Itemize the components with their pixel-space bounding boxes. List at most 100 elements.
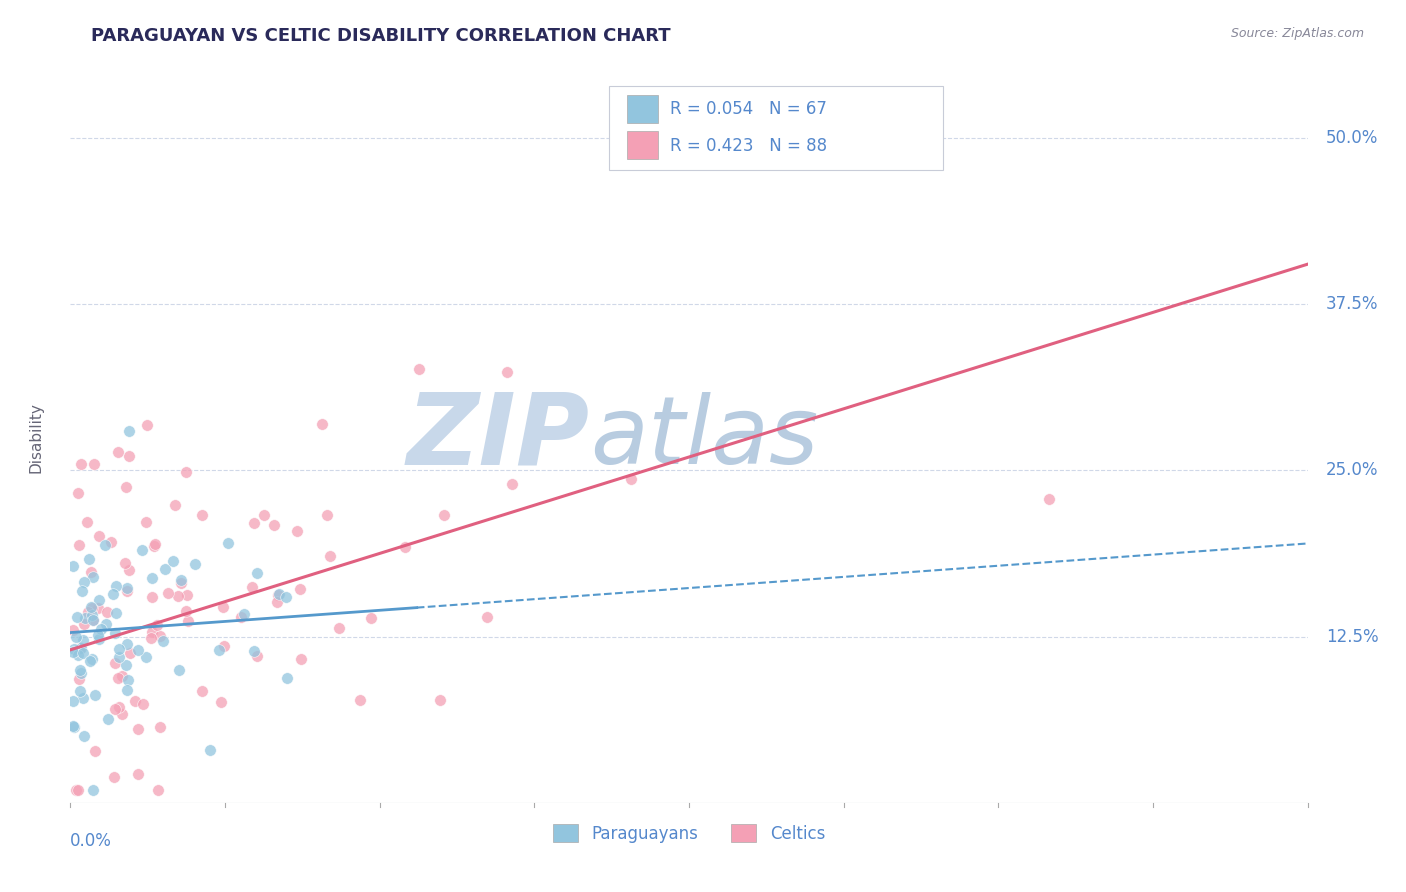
Point xyxy=(73,574,96,589)
Text: 37.5%: 37.5% xyxy=(1326,295,1379,313)
Point xyxy=(191,684,214,698)
Point xyxy=(267,587,290,601)
Point xyxy=(141,631,163,645)
Point xyxy=(141,624,163,639)
Point xyxy=(77,605,100,619)
Text: R = 0.423   N = 88: R = 0.423 N = 88 xyxy=(671,137,828,155)
Point xyxy=(208,643,231,657)
Point xyxy=(127,722,149,736)
FancyBboxPatch shape xyxy=(627,95,658,122)
Point xyxy=(170,575,193,590)
Point xyxy=(107,671,129,685)
Point xyxy=(62,719,84,733)
Point xyxy=(97,712,120,726)
Point xyxy=(136,418,159,433)
Point xyxy=(115,479,138,493)
Point xyxy=(105,579,128,593)
Point xyxy=(174,465,197,479)
Point xyxy=(82,570,104,584)
Point xyxy=(433,508,456,522)
Point xyxy=(143,539,166,553)
Point xyxy=(79,654,101,668)
Point xyxy=(266,595,288,609)
Point xyxy=(80,599,103,614)
Point xyxy=(166,590,188,604)
Point xyxy=(65,782,87,797)
Point xyxy=(246,649,269,664)
Point xyxy=(82,782,104,797)
Point xyxy=(72,633,94,648)
Point xyxy=(316,508,339,522)
Point xyxy=(131,543,153,558)
Point xyxy=(349,693,371,707)
Point xyxy=(118,563,141,577)
Point xyxy=(62,645,84,659)
Point xyxy=(96,617,118,632)
Point xyxy=(263,517,285,532)
Point xyxy=(267,588,290,602)
Point xyxy=(86,628,108,642)
Point xyxy=(146,618,169,632)
Point xyxy=(69,666,91,681)
Point xyxy=(73,729,96,743)
Point xyxy=(108,650,131,665)
Point xyxy=(276,590,298,604)
Point xyxy=(69,684,91,698)
Point xyxy=(209,694,232,708)
Point xyxy=(77,552,100,566)
FancyBboxPatch shape xyxy=(627,131,658,159)
Text: 50.0%: 50.0% xyxy=(1326,128,1378,147)
Text: 0.0%: 0.0% xyxy=(70,832,112,850)
Point xyxy=(620,472,643,486)
Text: ZIP: ZIP xyxy=(406,389,591,485)
Point xyxy=(62,693,84,707)
Point xyxy=(127,766,149,780)
Point xyxy=(311,417,333,431)
Point xyxy=(90,622,112,636)
Point xyxy=(146,782,169,797)
Point xyxy=(114,658,136,673)
Point xyxy=(69,664,91,678)
Point xyxy=(141,590,163,604)
Point xyxy=(176,588,198,602)
Point xyxy=(394,540,416,554)
Text: PARAGUAYAN VS CELTIC DISABILITY CORRELATION CHART: PARAGUAYAN VS CELTIC DISABILITY CORRELAT… xyxy=(91,27,671,45)
Point xyxy=(212,599,235,614)
Point xyxy=(290,651,312,665)
Point xyxy=(243,644,266,658)
Point xyxy=(149,719,172,733)
Point xyxy=(162,554,184,568)
Text: Disability: Disability xyxy=(28,401,44,473)
Point xyxy=(288,582,311,596)
Point xyxy=(170,573,193,587)
Point xyxy=(66,782,89,797)
Point xyxy=(217,536,239,550)
Point xyxy=(63,642,86,657)
Point xyxy=(131,697,153,711)
Point xyxy=(82,613,104,627)
Point xyxy=(232,607,254,621)
Point xyxy=(124,694,146,708)
Point xyxy=(72,646,94,660)
Text: 12.5%: 12.5% xyxy=(1326,628,1379,646)
Point xyxy=(141,571,163,585)
Point xyxy=(65,631,87,645)
Point xyxy=(253,508,276,522)
Point xyxy=(152,634,174,648)
Point xyxy=(212,640,235,654)
Point xyxy=(360,611,382,625)
Point xyxy=(70,584,93,599)
Point xyxy=(111,669,134,683)
Point xyxy=(101,587,124,601)
Point xyxy=(100,535,122,549)
Point xyxy=(69,641,91,656)
Point xyxy=(118,425,141,439)
Point xyxy=(66,610,89,624)
Point xyxy=(87,632,110,646)
Point xyxy=(408,362,430,376)
Point xyxy=(94,538,117,552)
Point xyxy=(82,613,104,627)
Point xyxy=(63,720,86,734)
Point xyxy=(80,565,103,579)
Point xyxy=(1038,492,1060,507)
